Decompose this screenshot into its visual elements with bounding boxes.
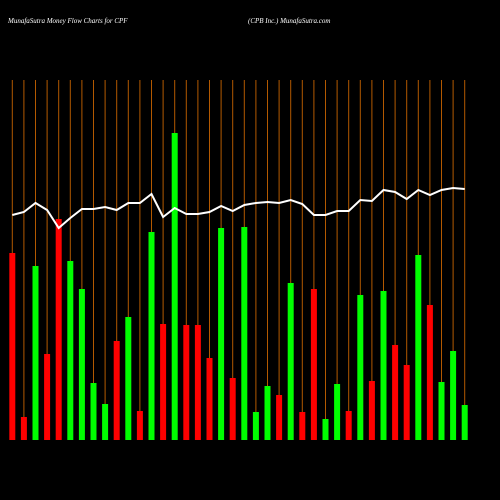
bar — [345, 411, 352, 440]
bar — [194, 325, 201, 440]
bar — [44, 354, 51, 440]
bar — [102, 404, 109, 440]
bar — [55, 219, 62, 440]
bar — [241, 227, 248, 440]
bar — [125, 317, 132, 440]
bar — [264, 386, 271, 440]
bar — [113, 341, 120, 440]
bar — [380, 291, 387, 440]
bar — [334, 384, 341, 440]
bar — [276, 395, 283, 440]
bar — [415, 255, 422, 440]
bar — [183, 325, 190, 440]
bar — [78, 289, 85, 440]
bar — [310, 289, 317, 440]
bar — [20, 417, 27, 440]
bar — [218, 228, 225, 440]
bar — [403, 365, 410, 440]
bar — [171, 133, 178, 440]
bar — [206, 358, 213, 440]
bar — [67, 261, 74, 440]
bar — [461, 405, 468, 440]
chart-subtitle: (CPB Inc.) MunafaSutra.com — [248, 17, 330, 25]
bar — [287, 283, 294, 440]
bar — [9, 253, 16, 440]
bar — [392, 345, 399, 440]
bar — [322, 419, 329, 440]
chart-title: MunafaSutra Money Flow Charts for CPF — [7, 17, 128, 25]
bar — [368, 381, 375, 440]
bar — [450, 351, 457, 440]
bar — [32, 266, 39, 440]
bar — [160, 324, 167, 440]
bar — [438, 382, 445, 440]
bar — [136, 411, 143, 440]
bar — [252, 412, 259, 440]
bar — [90, 383, 97, 440]
bar — [148, 232, 155, 440]
money-flow-line — [12, 186, 465, 230]
bar — [299, 412, 306, 440]
bar — [357, 295, 364, 440]
bar — [426, 305, 433, 440]
bar — [229, 378, 236, 440]
